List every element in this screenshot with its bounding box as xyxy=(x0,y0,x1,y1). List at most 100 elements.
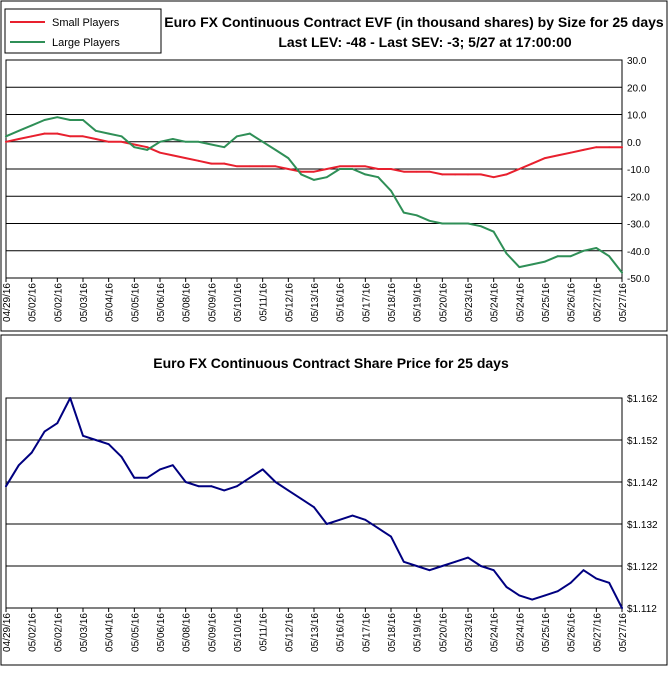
data-point xyxy=(184,140,187,143)
data-point xyxy=(608,581,611,584)
x-tick-label: 05/23/16 xyxy=(464,283,475,322)
data-point xyxy=(287,489,290,492)
data-point xyxy=(300,173,303,176)
data-point xyxy=(608,146,611,149)
data-point xyxy=(377,176,380,179)
data-point xyxy=(428,219,431,222)
x-tick-label: 05/12/16 xyxy=(284,283,295,322)
data-point xyxy=(146,476,149,479)
data-point xyxy=(184,481,187,483)
data-point xyxy=(210,485,213,488)
top-chart-subtitle: Last LEV: -48 - Last SEV: -3; 5/27 at 17… xyxy=(278,34,572,50)
data-point xyxy=(467,173,469,176)
x-tick-label: 05/11/16 xyxy=(259,613,270,652)
y-tick-label: 30.0 xyxy=(627,56,647,67)
data-point xyxy=(313,179,315,181)
data-point xyxy=(94,138,97,140)
x-tick-label: 04/29/16 xyxy=(2,613,13,652)
data-point xyxy=(43,119,46,121)
data-point xyxy=(171,464,174,467)
x-tick-label: 05/02/16 xyxy=(28,613,39,652)
data-point xyxy=(544,594,546,597)
data-point xyxy=(390,189,392,192)
bottom-series-lines xyxy=(5,397,623,609)
data-point xyxy=(107,132,110,135)
data-point xyxy=(492,230,495,233)
data-point xyxy=(621,607,623,609)
x-tick-label: 05/10/16 xyxy=(233,613,244,652)
data-point xyxy=(364,173,367,176)
y-tick-label: -20.0 xyxy=(627,192,650,203)
bottom-x-tick-labels: 04/29/16 05/02/16 05/02/16 05/03/16 05/04/16… xyxy=(2,608,629,652)
y-tick-label: $1.142 xyxy=(627,478,658,489)
data-point xyxy=(94,129,97,132)
data-point xyxy=(325,176,328,179)
data-point xyxy=(415,565,418,567)
x-tick-label: 05/27/16 xyxy=(592,283,603,322)
data-point xyxy=(621,271,623,274)
data-point xyxy=(261,165,264,168)
data-point xyxy=(210,143,213,146)
x-tick-label: 05/06/16 xyxy=(156,283,167,322)
data-point xyxy=(338,168,341,170)
data-point xyxy=(56,116,59,119)
data-point xyxy=(505,586,508,588)
data-point xyxy=(505,252,508,255)
x-tick-label: 05/17/16 xyxy=(361,613,372,652)
data-point xyxy=(467,222,469,225)
data-point xyxy=(569,255,572,258)
data-point xyxy=(531,162,534,165)
data-point xyxy=(5,140,7,143)
data-point xyxy=(300,497,303,500)
data-point xyxy=(133,143,136,146)
data-point xyxy=(415,170,418,173)
data-point xyxy=(223,146,226,149)
data-point xyxy=(313,506,315,509)
data-point xyxy=(402,211,405,214)
data-point xyxy=(569,581,572,584)
x-tick-label: 05/08/16 xyxy=(182,613,193,652)
data-point xyxy=(492,176,495,179)
data-point xyxy=(505,173,508,176)
data-point xyxy=(17,138,20,140)
data-point xyxy=(479,225,482,228)
data-point xyxy=(56,132,59,135)
data-point xyxy=(120,135,123,138)
data-point xyxy=(17,129,20,132)
data-point xyxy=(146,149,149,151)
top-y-tick-labels: 30.0 20.0 10.0 0.0 -10.0 -20.0 -30.0 -40.0 -50.0 xyxy=(627,56,650,285)
x-tick-label: 05/12/16 xyxy=(284,613,295,652)
data-point xyxy=(261,140,264,143)
data-point xyxy=(441,565,444,567)
x-tick-label: 05/13/16 xyxy=(310,283,321,322)
data-point xyxy=(582,569,585,572)
data-point xyxy=(30,135,33,138)
x-tick-label: 05/25/16 xyxy=(541,283,552,322)
data-point xyxy=(197,159,200,162)
data-point xyxy=(531,263,534,266)
data-point xyxy=(210,162,213,165)
legend-label-small-players: Small Players xyxy=(52,17,120,29)
data-point xyxy=(454,173,457,176)
data-point xyxy=(544,260,546,263)
data-point xyxy=(428,170,431,173)
x-tick-label: 05/27/16 xyxy=(592,613,603,652)
y-tick-label: $1.132 xyxy=(627,520,658,531)
x-tick-label: 05/05/16 xyxy=(130,283,141,322)
y-tick-label: 10.0 xyxy=(627,111,647,122)
data-point xyxy=(364,165,367,168)
x-tick-label: 05/24/16 xyxy=(490,283,501,322)
data-point xyxy=(248,165,251,168)
data-point xyxy=(197,140,200,143)
data-point xyxy=(223,162,226,165)
data-point xyxy=(82,135,84,138)
data-point xyxy=(325,523,328,525)
x-tick-label: 05/24/16 xyxy=(490,613,501,652)
data-point xyxy=(390,168,392,170)
data-point xyxy=(184,157,187,160)
data-point xyxy=(518,594,521,597)
bottom-y-tick-labels: $1.162 $1.152 $1.142 $1.132 $1.122 $1.112 xyxy=(627,394,658,615)
bottom-plot-area xyxy=(5,397,623,609)
data-point xyxy=(171,154,174,157)
data-point xyxy=(159,151,161,154)
